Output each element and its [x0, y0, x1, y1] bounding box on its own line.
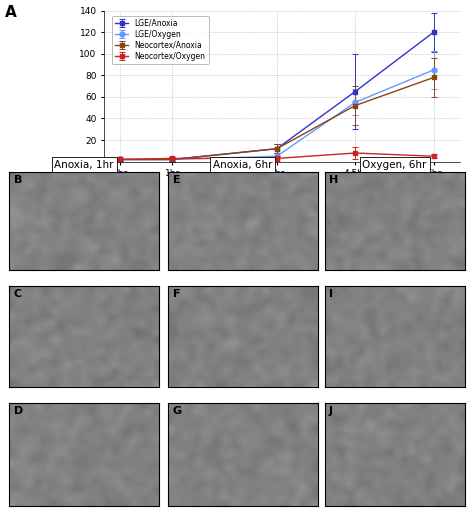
Text: A: A	[5, 5, 17, 20]
Text: I: I	[329, 289, 333, 299]
Text: Oxygen, 6hr: Oxygen, 6hr	[363, 160, 427, 170]
Text: Anoxia, 6hr: Anoxia, 6hr	[213, 160, 273, 170]
Text: G: G	[173, 406, 182, 416]
Text: C: C	[14, 289, 22, 299]
Text: D: D	[14, 406, 23, 416]
Text: H: H	[329, 175, 338, 185]
Text: F: F	[173, 289, 180, 299]
Legend: LGE/Anoxia, LGE/Oxygen, Neocortex/Anoxia, Neocortex/Oxygen: LGE/Anoxia, LGE/Oxygen, Neocortex/Anoxia…	[112, 16, 209, 64]
Text: B: B	[14, 175, 22, 185]
Text: J: J	[329, 406, 333, 416]
Text: E: E	[173, 175, 181, 185]
Text: Anoxia, 1hr: Anoxia, 1hr	[55, 160, 114, 170]
